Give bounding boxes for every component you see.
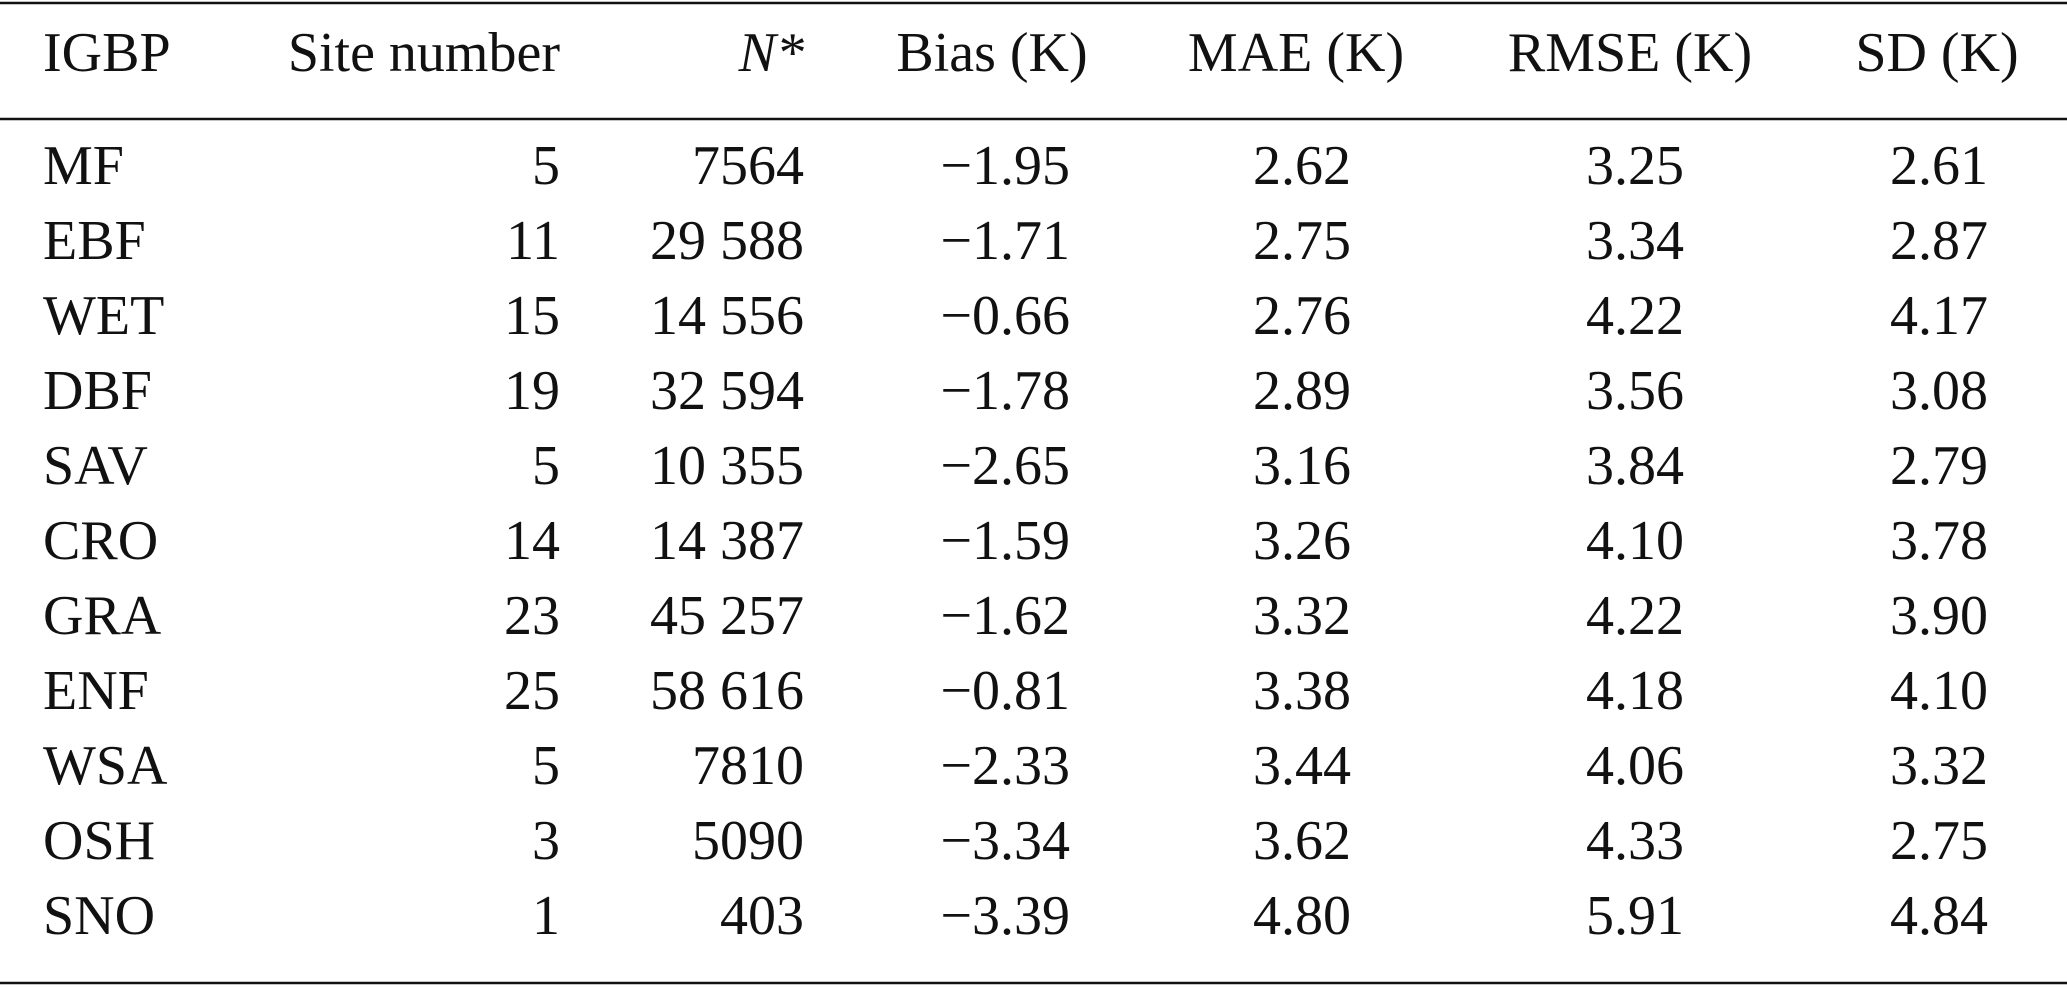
- cell: −1.78: [940, 360, 1070, 422]
- cell: 3.78: [1890, 510, 1988, 572]
- cell: MF: [43, 135, 124, 197]
- cell: 19: [504, 360, 560, 422]
- cell: SAV: [43, 435, 148, 497]
- cell: −3.34: [940, 810, 1070, 872]
- cell: 3.90: [1890, 585, 1988, 647]
- cell: −0.81: [940, 660, 1070, 722]
- cell: 3.08: [1890, 360, 1988, 422]
- cell: −1.62: [940, 585, 1070, 647]
- cell: −1.95: [940, 135, 1070, 197]
- cell: CRO: [43, 510, 158, 572]
- cell: 4.06: [1586, 735, 1684, 797]
- cell: 4.17: [1890, 285, 1988, 347]
- cell: SNO: [43, 885, 155, 947]
- cell: 4.84: [1890, 885, 1988, 947]
- cell: 3.25: [1586, 135, 1684, 197]
- cell: −2.33: [940, 735, 1070, 797]
- header-cell: Site number: [288, 22, 561, 84]
- cell: −1.71: [940, 210, 1070, 272]
- cell: 3.44: [1253, 735, 1351, 797]
- cell: 3.56: [1586, 360, 1684, 422]
- cell: 4.22: [1586, 285, 1684, 347]
- cell: 5: [532, 135, 560, 197]
- cell: GRA: [43, 585, 162, 647]
- cell: 2.75: [1890, 810, 1988, 872]
- cell: 3.32: [1253, 585, 1351, 647]
- cell: 2.89: [1253, 360, 1351, 422]
- cell: 14 556: [650, 285, 804, 347]
- cell: 3.32: [1890, 735, 1988, 797]
- header-cell: MAE (K): [1188, 22, 1404, 84]
- cell: 1: [532, 885, 560, 947]
- cell: DBF: [43, 360, 152, 422]
- cell: 2.76: [1253, 285, 1351, 347]
- cell: 14 387: [650, 510, 804, 572]
- cell: −1.59: [940, 510, 1070, 572]
- cell: 2.61: [1890, 135, 1988, 197]
- cell: 4.22: [1586, 585, 1684, 647]
- cell: 2.62: [1253, 135, 1351, 197]
- cell: 2.79: [1890, 435, 1988, 497]
- cell: 5.91: [1586, 885, 1684, 947]
- cell: EBF: [43, 210, 146, 272]
- header-cell: IGBP: [43, 22, 171, 84]
- cell: 15: [504, 285, 560, 347]
- cell: 3.26: [1253, 510, 1351, 572]
- cell: 3.34: [1586, 210, 1684, 272]
- cell: 58 616: [650, 660, 804, 722]
- header-cell: SD (K): [1855, 22, 2018, 84]
- cell: 23: [504, 585, 560, 647]
- cell: WET: [43, 285, 164, 347]
- cell: 14: [504, 510, 560, 572]
- cell: 32 594: [650, 360, 804, 422]
- cell: 3.16: [1253, 435, 1351, 497]
- cell: −3.39: [940, 885, 1070, 947]
- cell: 3.62: [1253, 810, 1351, 872]
- cell: 3.38: [1253, 660, 1351, 722]
- cell: 4.10: [1890, 660, 1988, 722]
- cell: 7564: [692, 135, 804, 197]
- header-cell: Bias (K): [896, 22, 1087, 84]
- cell: 4.33: [1586, 810, 1684, 872]
- cell: WSA: [43, 735, 168, 797]
- cell: 5: [532, 735, 560, 797]
- cell: 5090: [692, 810, 804, 872]
- cell: 403: [720, 885, 804, 947]
- cell: 7810: [692, 735, 804, 797]
- cell: 2.87: [1890, 210, 1988, 272]
- cell: ENF: [43, 660, 149, 722]
- cell: 10 355: [650, 435, 804, 497]
- cell: 2.75: [1253, 210, 1351, 272]
- cell: −0.66: [940, 285, 1070, 347]
- header-cell: RMSE (K): [1508, 22, 1752, 84]
- cell: 45 257: [650, 585, 804, 647]
- cell: 11: [506, 210, 560, 272]
- cell: 4.18: [1586, 660, 1684, 722]
- cell: 5: [532, 435, 560, 497]
- cell: 3: [532, 810, 560, 872]
- cell: 25: [504, 660, 560, 722]
- header-cell: N*: [738, 22, 804, 84]
- cell: 4.10: [1586, 510, 1684, 572]
- cell: −2.65: [940, 435, 1070, 497]
- cell: 3.84: [1586, 435, 1684, 497]
- cell: 4.80: [1253, 885, 1351, 947]
- cell: OSH: [43, 810, 155, 872]
- cell: 29 588: [650, 210, 804, 272]
